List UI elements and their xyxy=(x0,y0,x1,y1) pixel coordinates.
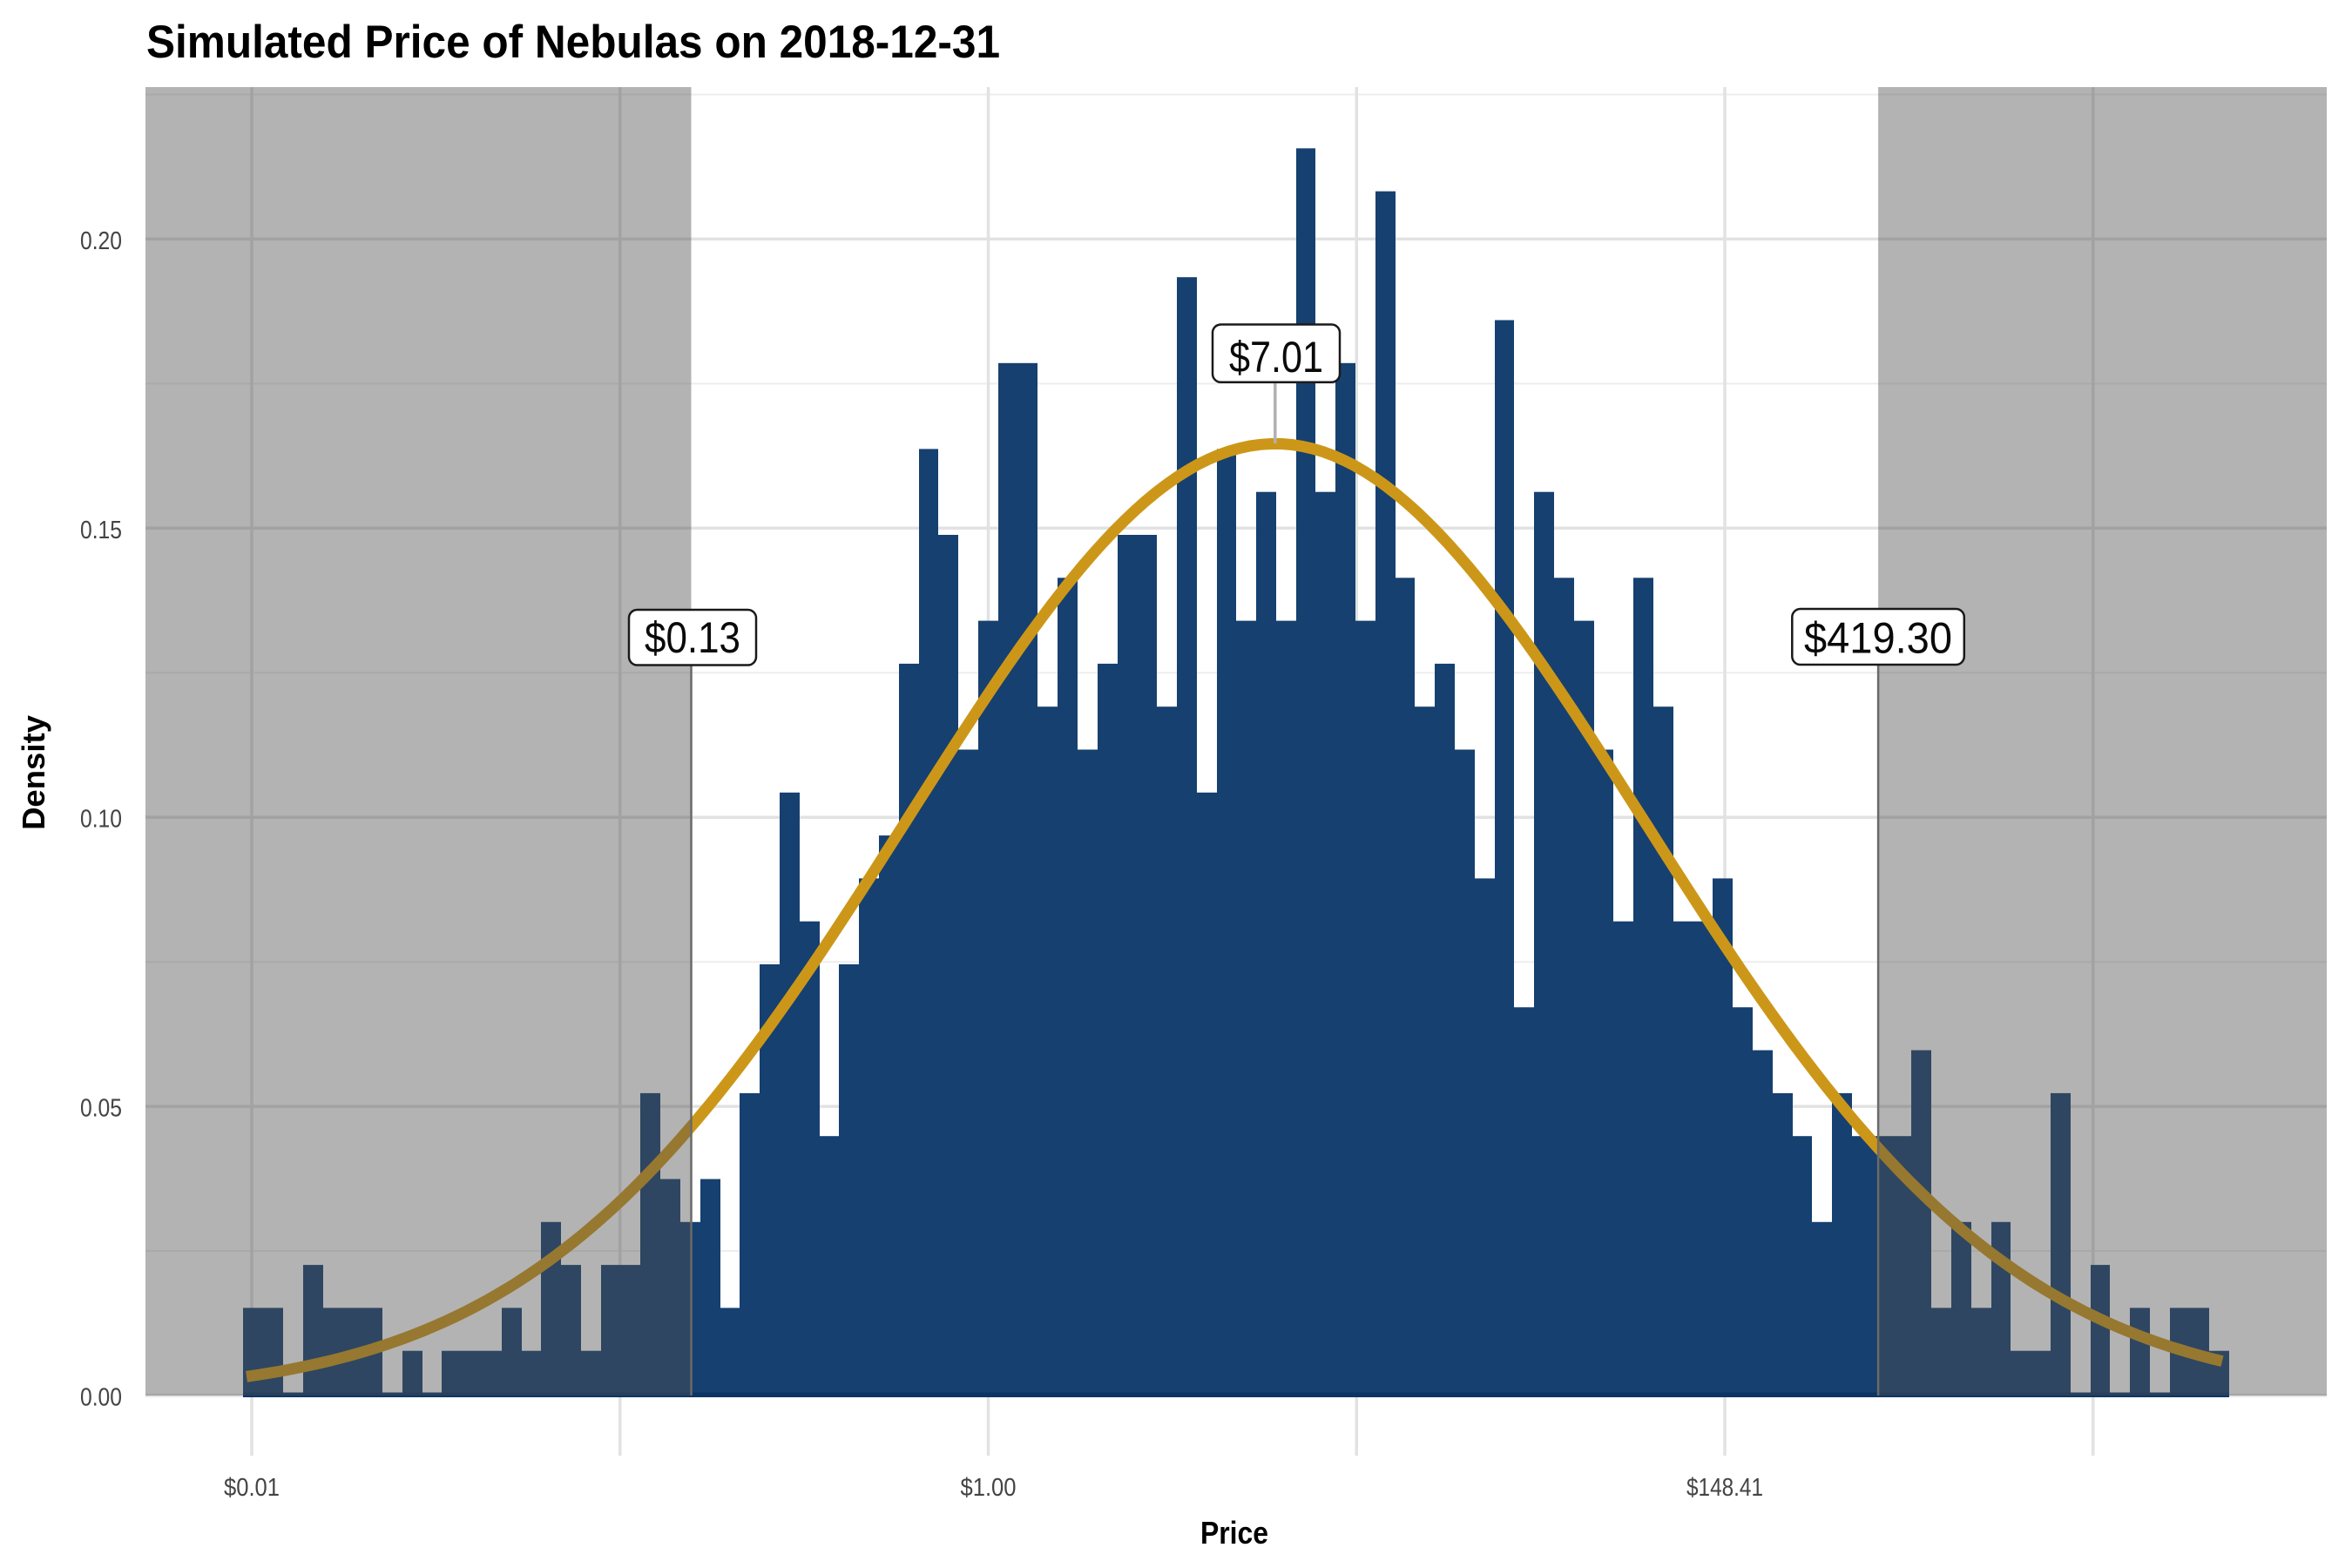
svg-text:0.00: 0.00 xyxy=(80,1384,122,1412)
svg-text:0.10: 0.10 xyxy=(80,806,122,834)
svg-text:Density: Density xyxy=(16,714,51,830)
svg-text:0.05: 0.05 xyxy=(80,1095,122,1123)
svg-text:Simulated Price of Nebulas on: Simulated Price of Nebulas on 2018-12-31 xyxy=(146,17,1000,68)
svg-text:Price: Price xyxy=(1200,1515,1268,1551)
svg-text:0.15: 0.15 xyxy=(80,517,122,544)
svg-text:$7.01: $7.01 xyxy=(1229,333,1323,382)
svg-text:$0.13: $0.13 xyxy=(645,613,740,662)
svg-text:$0.01: $0.01 xyxy=(224,1474,280,1502)
svg-text:$148.41: $148.41 xyxy=(1686,1474,1763,1502)
svg-text:0.20: 0.20 xyxy=(80,227,122,255)
svg-text:$419.30: $419.30 xyxy=(1804,614,1952,663)
svg-text:$1.00: $1.00 xyxy=(961,1474,1017,1502)
